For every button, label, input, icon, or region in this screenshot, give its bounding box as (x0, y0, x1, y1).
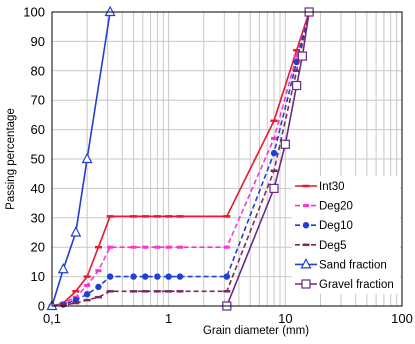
legend: Int30 Deg20 Deg10 Deg5 Sand fraction Gravel f… (292, 176, 400, 294)
data-point (154, 273, 161, 280)
x-tick-label: 1 (165, 311, 172, 326)
legend-label: Gravel fraction (319, 279, 394, 291)
data-point (130, 245, 137, 249)
data-point (57, 262, 69, 274)
data-point (104, 5, 116, 17)
x-axis-title: Grain diameter (mm) (203, 325, 309, 337)
data-point (83, 291, 91, 298)
data-point (300, 258, 312, 269)
data-point (154, 245, 161, 249)
y-tick-label: 90 (31, 34, 45, 49)
data-point (292, 80, 302, 91)
data-point (270, 149, 278, 157)
series-sand-fraction (46, 5, 116, 311)
plot-frame (51, 11, 403, 307)
data-point (70, 226, 82, 237)
data-point (176, 245, 183, 249)
legend-item: Deg20 (295, 201, 353, 213)
y-axis-title: Passing percentage (5, 108, 17, 210)
data-point (130, 273, 137, 280)
data-point (293, 54, 300, 58)
legend-label: Deg5 (319, 240, 347, 252)
x-tick-label: 10 (278, 311, 292, 326)
data-point (271, 136, 278, 140)
y-tick-label: 80 (31, 63, 45, 78)
data-point (165, 245, 172, 249)
data-point (84, 283, 91, 287)
legend-label: Deg20 (319, 201, 353, 213)
data-point (280, 139, 290, 149)
series-line (51, 11, 310, 307)
data-point (269, 183, 279, 193)
y-tick-label: 40 (31, 181, 45, 196)
data-point (106, 273, 114, 280)
y-tick-label: 20 (31, 240, 45, 255)
legend-label: Deg10 (319, 220, 353, 232)
x-tick-label: 0,1 (43, 311, 61, 326)
data-point (142, 273, 149, 280)
legend-item: Deg10 (295, 220, 353, 232)
y-tick-label: 100 (23, 5, 45, 20)
data-point (107, 245, 114, 249)
y-tick-label: 60 (31, 122, 45, 137)
data-point (223, 273, 231, 280)
series-deg10 (48, 8, 313, 310)
legend-box (292, 176, 400, 294)
legend-label: Int30 (319, 181, 345, 193)
y-tick-label: 0 (38, 299, 45, 314)
x-tick-label: 100 (391, 311, 413, 326)
data-point (301, 279, 311, 289)
legend-item: Gravel fraction (295, 279, 394, 291)
series-line (226, 11, 310, 307)
y-tick-label: 70 (31, 93, 45, 108)
tick-labels: 0 10 20 30 40 50 60 70 80 90 100 0,1 1 10 100 (23, 5, 413, 327)
data-point (81, 152, 93, 164)
data-point (72, 296, 80, 304)
series-line (51, 11, 310, 307)
y-tick-label: 10 (31, 269, 45, 284)
data-point (95, 269, 102, 273)
y-tick-label: 30 (31, 210, 45, 225)
y-tick-label: 50 (31, 152, 45, 167)
data-point (95, 283, 102, 291)
legend-item: Deg5 (295, 240, 347, 252)
data-point (223, 245, 230, 249)
legend-item: Sand fraction (295, 258, 387, 271)
data-point (303, 204, 309, 208)
data-point (297, 51, 307, 61)
legend-label: Sand fraction (319, 259, 387, 271)
data-point (142, 245, 149, 249)
data-point (165, 273, 172, 280)
data-point (176, 273, 184, 280)
data-point (302, 222, 310, 229)
legend-item: Int30 (295, 181, 345, 193)
